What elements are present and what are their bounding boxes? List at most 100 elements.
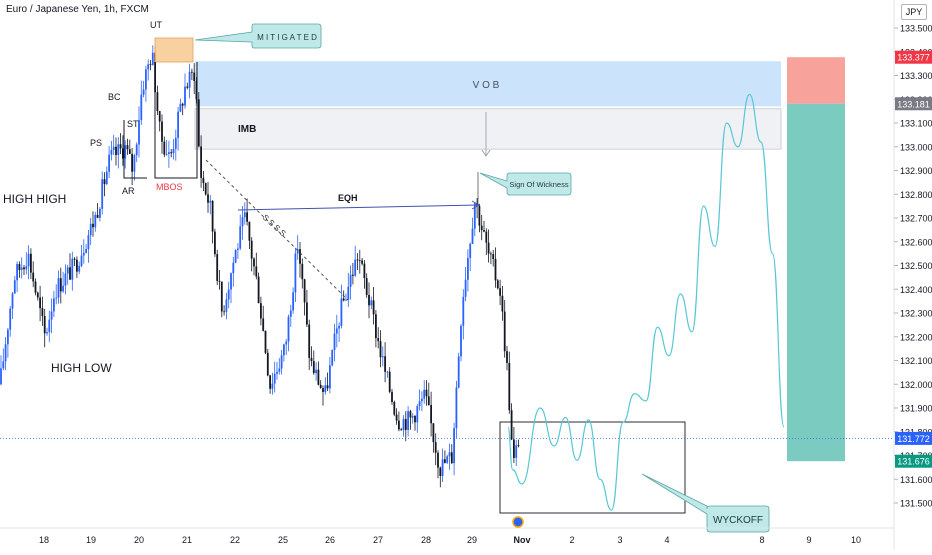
candle-body [59,278,62,292]
candle-body [7,329,9,345]
candle-body [315,369,317,374]
candle-body [241,217,244,227]
imb-label: IMB [238,124,256,135]
candle-body [416,406,419,423]
candle-body [340,298,343,326]
candle-body [303,279,306,303]
candle-body [214,231,216,255]
candle-body [140,94,143,121]
candle-body [450,452,453,464]
candle-body [204,183,207,195]
x-tick-label: 21 [182,535,192,545]
candle-body [471,228,474,244]
vob-zone[interactable] [195,61,781,107]
price-tag-label: 131.772 [897,434,930,444]
candle-body [133,155,136,172]
candle-body [453,428,455,464]
candle-body [329,365,331,389]
candle-body [266,352,269,376]
candle-body [273,373,276,384]
stop-loss-zone[interactable] [787,57,845,104]
candle-body [216,254,219,281]
candle-body [432,423,435,443]
x-tick-label: 18 [39,535,49,545]
candle-body [347,286,350,300]
candle-body [4,344,7,362]
candle-body [225,299,228,312]
candle-body [386,371,389,373]
candle-body [462,296,465,326]
candle-body [220,281,223,312]
candle-body [322,388,324,393]
candle-body [85,249,87,253]
currency-button[interactable]: JPY [901,4,927,20]
mbos-label: MBOS [156,182,183,192]
candle-body [285,341,288,345]
candle-body [177,111,179,138]
candle-body [335,328,338,334]
candle-body [184,86,186,106]
candle-body [455,387,458,429]
candle-body [128,149,131,154]
candle-body [209,200,212,203]
projection-curve [507,93,785,511]
candle-body [239,226,242,249]
x-tick-label: 8 [759,535,764,545]
candle-body [232,262,235,274]
wyckoff-callout [641,473,770,533]
ps-label: PS [90,138,102,148]
candle-body [0,368,2,385]
candle-body [501,295,504,312]
candle-body [480,225,483,231]
event-badge-icon[interactable] [512,516,524,528]
candle-body [110,149,113,155]
candle-body [211,200,214,232]
candle-body [230,273,232,290]
candle-body [145,69,147,90]
candle-body [276,371,278,374]
y-tick-label: 131.900 [900,404,932,414]
candle-body [243,212,246,218]
y-tick-label: 132.800 [900,190,932,200]
candle-body [2,361,5,369]
candle-body [131,153,133,172]
candle-body [78,265,81,272]
wyckoff-box[interactable] [499,421,686,514]
candle-body [9,308,12,330]
candle-body [457,356,460,388]
candle-body [439,467,442,476]
imb-zone[interactable] [194,108,782,150]
candle-body [11,293,14,309]
candle-body [418,401,421,407]
eqh-line [237,204,479,211]
candle-body [13,280,16,294]
candle-body [375,314,377,339]
candle-body [151,52,154,66]
candle-body [27,253,30,267]
x-tick-label: Nov [513,535,530,545]
candle-body [331,350,334,366]
candle-body [41,308,44,316]
candle-body [168,152,170,154]
candle-body [20,267,23,270]
mitigated-box[interactable] [154,37,194,63]
candle-body [409,411,412,418]
candle-body [218,280,221,282]
candle-body [57,278,60,298]
candle-body [446,456,449,463]
candle-body [119,144,122,149]
y-tick-label: 132.400 [900,285,932,295]
candle-body [73,258,76,260]
candle-body [269,375,271,389]
candle-body [71,258,74,280]
candle-body [437,452,439,468]
x-tick-label: 27 [373,535,383,545]
candle-body [191,71,193,73]
candle-body [317,369,320,385]
candle-body [99,208,101,218]
candle-body [292,292,294,311]
take-profit-zone[interactable] [787,103,845,462]
candle-body [356,259,359,261]
